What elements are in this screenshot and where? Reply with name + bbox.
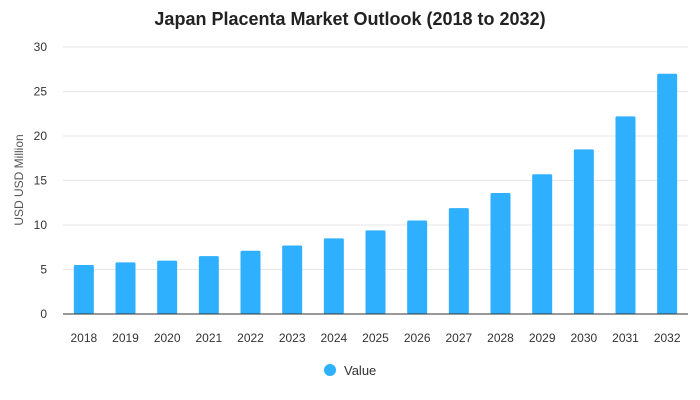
x-tick-label: 2020 [154, 331, 181, 345]
x-tick-label: 2028 [487, 331, 514, 345]
bar-2020[interactable] [157, 260, 178, 314]
x-tick-label: 2032 [654, 331, 681, 345]
bars [73, 73, 678, 314]
y-tick-label: 0 [40, 307, 47, 321]
y-tick-label: 10 [34, 218, 48, 232]
x-axis-ticks: 2018 2019 2020 2021 2022 2023 2024 2025 2026 2027… [70, 331, 680, 345]
y-axis-ticks: 0 5 10 15 20 25 30 [34, 40, 48, 321]
bar-2026[interactable] [407, 220, 428, 314]
bar-2030[interactable] [573, 149, 594, 314]
x-tick-label: 2025 [362, 331, 389, 345]
y-tick-label: 25 [34, 85, 48, 99]
y-tick-label: 5 [40, 263, 47, 277]
bar-2029[interactable] [532, 174, 553, 314]
legend-marker [324, 364, 336, 376]
y-tick-label: 15 [34, 174, 48, 188]
x-tick-label: 2021 [195, 331, 222, 345]
x-tick-label: 2019 [112, 331, 139, 345]
bar-2019[interactable] [115, 262, 136, 314]
x-tick-label: 2018 [70, 331, 97, 345]
bar-2023[interactable] [282, 245, 303, 314]
x-tick-label: 2022 [237, 331, 264, 345]
bar-2022[interactable] [240, 250, 261, 314]
x-tick-label: 2029 [529, 331, 556, 345]
x-tick-label: 2030 [570, 331, 597, 345]
x-tick-label: 2031 [612, 331, 639, 345]
bar-2028[interactable] [490, 192, 511, 314]
bar-2024[interactable] [323, 238, 344, 314]
bar-2021[interactable] [198, 256, 219, 314]
legend-label: Value [344, 363, 376, 378]
y-axis-label: USD USD Million [12, 134, 26, 225]
chart-title: Japan Placenta Market Outlook (2018 to 2… [154, 9, 545, 29]
x-tick-label: 2023 [279, 331, 306, 345]
bar-2025[interactable] [365, 230, 386, 314]
x-tick-label: 2024 [320, 331, 347, 345]
legend[interactable]: Value [324, 363, 376, 378]
bar-2027[interactable] [448, 208, 469, 314]
y-tick-label: 20 [34, 129, 48, 143]
y-tick-label: 30 [34, 40, 48, 54]
x-tick-label: 2026 [404, 331, 431, 345]
bar-2032[interactable] [657, 73, 678, 314]
bar-2031[interactable] [615, 116, 636, 314]
x-tick-label: 2027 [445, 331, 472, 345]
bar-2018[interactable] [73, 265, 94, 314]
